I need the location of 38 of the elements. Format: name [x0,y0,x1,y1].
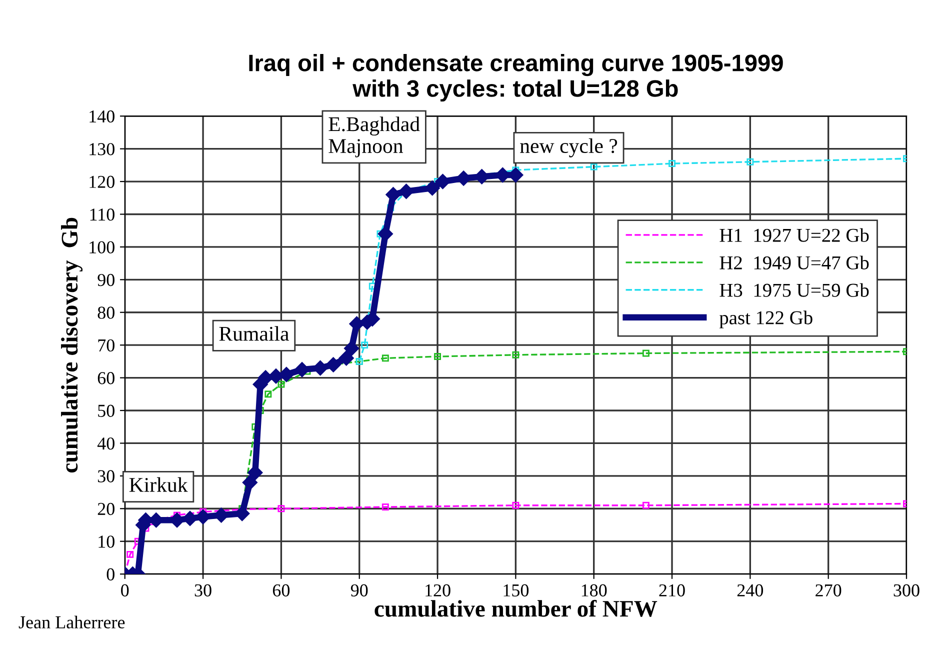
y-tick-label: 0 [106,568,114,580]
annotation: Rumaila [219,326,289,341]
text: Jean Laherrere [18,616,125,628]
x-tick-label: 150 [504,584,529,596]
legend-label: H1 1927 U=22 Gb [720,228,869,242]
x-tick-label: 270 [816,584,842,596]
y-tick-label: 110 [90,208,114,221]
y-axis-title: cumulative discovery Gb [61,218,83,472]
x-tick-label: 120 [426,584,450,596]
annotation: E.Baghdad Majnoon [328,116,420,158]
y-tick-label: 130 [90,143,114,156]
x-tick-label: 240 [737,584,764,596]
y-tick-label: 70 [98,339,114,352]
y-tick-label: 30 [98,470,114,482]
legend-label: H3 1975 U=59 Gb [720,283,869,297]
y-tick-label: 40 [97,437,114,450]
y-tick-label: 80 [98,306,114,319]
y-tick-label: 20 [98,502,114,516]
y-tick-label: 90 [98,274,114,286]
x-axis-title: cumulative number of NFW [374,600,658,617]
y-tick-label: 100 [90,241,114,254]
y-tick-label: 10 [98,536,114,548]
legend-label: H2 1949 U=47 Gb [720,256,869,270]
x-tick-label: 180 [582,584,607,596]
x-tick-label: 30 [194,584,212,596]
x-tick-label: 90 [350,584,368,596]
y-tick-label: 120 [90,176,114,188]
y-tick-label: 50 [98,404,114,417]
x-tick-label: 300 [894,584,920,596]
annotation: new cycle ? [520,138,618,158]
chart-title: Iraq oil + condensate creaming curve 1905-1999 with 3 cycles: total U=128 Gb [249,54,783,102]
annotation: Kirkuk [129,477,188,492]
y-tick-label: 60 [98,372,114,384]
x-tick-label: 60 [272,584,290,596]
y-tick-label: 140 [90,110,114,123]
legend-label: past 122 Gb [719,310,812,328]
x-tick-label: 210 [659,584,685,596]
x-tick-label: 0 [121,584,129,596]
